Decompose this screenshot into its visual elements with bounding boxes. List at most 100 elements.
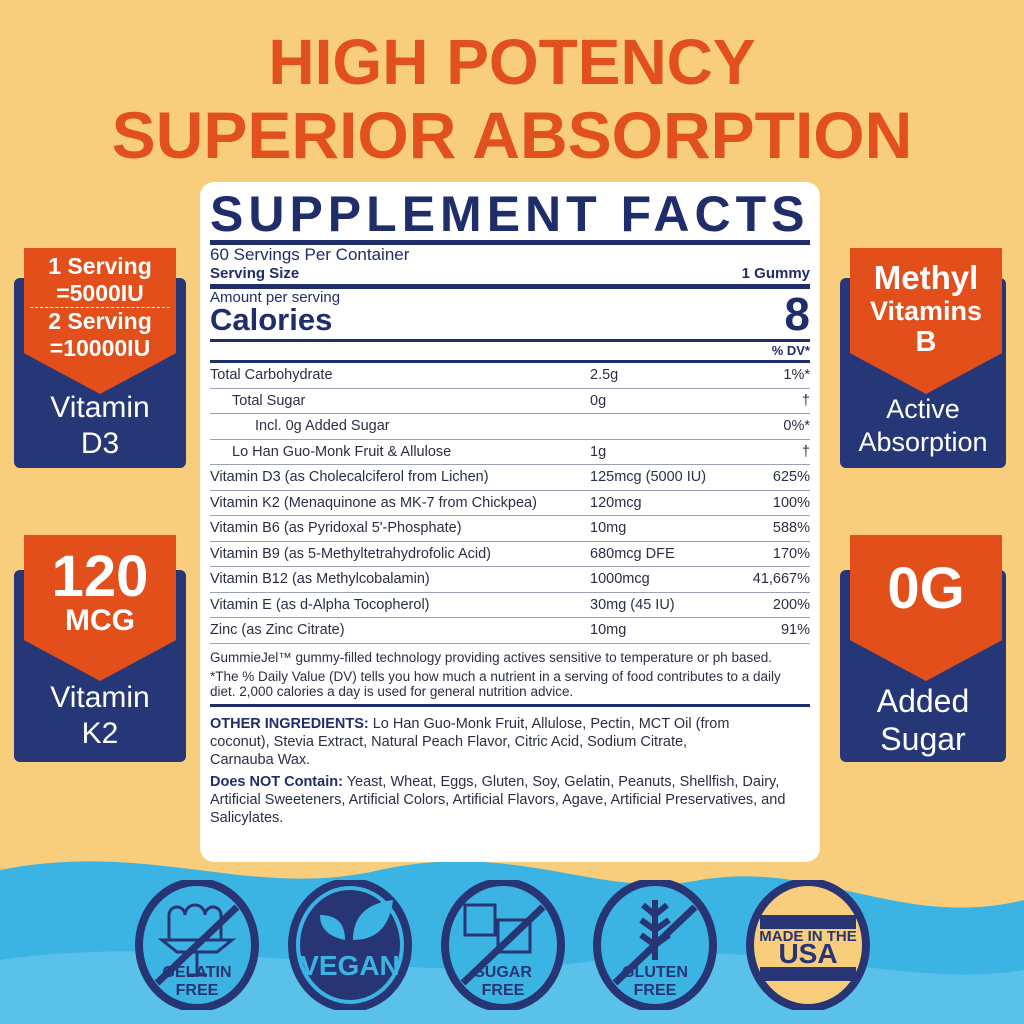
dv-header: % DV* bbox=[771, 343, 810, 358]
cell-dv: 41,667% bbox=[752, 571, 810, 588]
table-row: Vitamin B6 (as Pyridoxal 5'-Phosphate) 10… bbox=[210, 516, 810, 542]
cell-amount: 120mcg bbox=[590, 494, 642, 511]
cell-dv: 91% bbox=[780, 622, 810, 639]
calories-value: 8 bbox=[784, 288, 810, 340]
cell-dv: 625% bbox=[772, 469, 810, 486]
serving-size-label: Serving Size bbox=[210, 265, 300, 282]
table-row: Total Carbohydrate 2.5g 1%* bbox=[210, 363, 810, 389]
icon-label: USA bbox=[778, 938, 837, 969]
headline-line2: SUPERIOR ABSORPTION bbox=[111, 98, 913, 172]
cell-amount: 30mg (45 IU) bbox=[590, 596, 675, 613]
cell-name: Vitamin K2 (Menaquinone as MK-7 from Chi… bbox=[210, 494, 537, 511]
table-row: Lo Han Guo-Monk Fruit & Allulose 1g † bbox=[210, 440, 810, 465]
divider bbox=[210, 240, 810, 245]
nutrient-table: Total Carbohydrate 2.5g 1%* Total Sugar 0g † I… bbox=[210, 363, 810, 644]
amount-per-serving: Amount per serving bbox=[210, 289, 341, 306]
table-row: Incl. 0g Added Sugar 0%* bbox=[210, 414, 810, 440]
divider bbox=[210, 703, 810, 707]
table-row: Vitamin D3 (as Cholecalciferol from Lich… bbox=[210, 465, 810, 491]
table-row: Zinc (as Zinc Citrate) 10mg 91% bbox=[210, 618, 810, 644]
does-not-contain: Does NOT Contain: Yeast, Wheat, Eggs, Gl… bbox=[210, 773, 810, 827]
badge-text: Absorption bbox=[858, 427, 988, 457]
cell-name: Vitamin E (as d-Alpha Tocopherol) bbox=[210, 596, 430, 613]
table-row: Vitamin E (as d-Alpha Tocopherol) 30mg (4… bbox=[210, 593, 810, 618]
icon-label: FREE bbox=[634, 982, 677, 999]
table-row: Vitamin K2 (Menaquinone as MK-7 from Chi… bbox=[210, 491, 810, 516]
icon-label: FREE bbox=[482, 982, 525, 999]
badge-text: Active bbox=[886, 394, 960, 424]
icon-label: GELATIN bbox=[162, 964, 231, 981]
cell-amount: 680mcg DFE bbox=[590, 545, 675, 562]
badge-text: Added bbox=[876, 683, 970, 719]
badge-text: MCG bbox=[65, 604, 135, 637]
cell-name: Total Sugar bbox=[232, 392, 306, 409]
servings-per-container: 60 Servings Per Container bbox=[210, 245, 410, 264]
icon-label: FREE bbox=[176, 982, 219, 999]
supplement-facts-label: SUPPLEMENT FACTS 60 Servings Per Contain… bbox=[200, 182, 820, 862]
label-title: SUPPLEMENT FACTS bbox=[210, 186, 810, 242]
cell-name: Total Carbohydrate bbox=[210, 367, 333, 384]
badge-text: B bbox=[915, 326, 937, 358]
cell-dv: 1%* bbox=[783, 367, 810, 384]
badge-text: D3 bbox=[80, 427, 120, 460]
badge-text: K2 bbox=[81, 717, 119, 750]
cell-name: Vitamin B6 (as Pyridoxal 5'-Phosphate) bbox=[210, 520, 462, 537]
cell-dv: † bbox=[801, 392, 810, 409]
icon-label: GLUTEN bbox=[622, 964, 688, 981]
serving-size-value: 1 Gummy bbox=[741, 265, 810, 282]
cell-name: Lo Han Guo-Monk Fruit & Allulose bbox=[232, 443, 452, 460]
badge-text: 0G bbox=[887, 556, 965, 621]
does-not-contain-text: Yeast, Wheat, Eggs, Gluten, Soy, Gelatin… bbox=[210, 773, 786, 826]
cell-amount: 1000mcg bbox=[590, 571, 650, 588]
cell-dv: 0%* bbox=[783, 418, 810, 435]
footnote-dv: *The % Daily Value (DV) tells you how mu… bbox=[210, 668, 781, 699]
divider bbox=[210, 339, 810, 342]
other-ingredients-label: OTHER INGREDIENTS: bbox=[210, 715, 369, 732]
table-row: Vitamin B12 (as Methylcobalamin) 1000mcg 4… bbox=[210, 567, 810, 593]
badge-text: =5000IU bbox=[30, 280, 170, 308]
cell-name: Zinc (as Zinc Citrate) bbox=[210, 622, 345, 639]
table-row: Vitamin B9 (as 5-Methyltetrahydrofolic A… bbox=[210, 542, 810, 567]
does-not-contain-label: Does NOT Contain: bbox=[210, 773, 343, 790]
badge-text: =10000IU bbox=[49, 335, 151, 361]
icon-label: VEGAN bbox=[300, 950, 400, 981]
cell-dv: 588% bbox=[772, 520, 810, 537]
cell-dv: 200% bbox=[772, 596, 810, 613]
cell-amount: 10mg bbox=[590, 520, 627, 537]
badge-text: Vitamins bbox=[869, 296, 983, 326]
cell-dv: 100% bbox=[772, 494, 810, 511]
cell-amount: 10mg bbox=[590, 622, 627, 639]
badge-text: Methyl bbox=[873, 259, 979, 296]
cell-name: Vitamin B9 (as 5-Methyltetrahydrofolic A… bbox=[210, 545, 491, 562]
cell-amount: 0g bbox=[590, 392, 607, 409]
badge-text: 1 Serving bbox=[48, 253, 152, 279]
badge-text: 2 Serving bbox=[48, 308, 152, 334]
badge-text: Vitamin bbox=[50, 681, 150, 714]
icon-label: MADE IN THE bbox=[759, 928, 857, 945]
cell-amount: 125mcg (5000 IU) bbox=[590, 469, 707, 486]
headline-line1: HIGH POTENCY bbox=[268, 26, 756, 98]
icon-label: SUGAR bbox=[474, 964, 532, 981]
cell-dv: † bbox=[801, 443, 810, 460]
other-ingredients-text: Lo Han Guo-Monk Fruit, Allulose, Pectin,… bbox=[210, 715, 730, 768]
cell-name: Vitamin B12 (as Methylcobalamin) bbox=[210, 571, 430, 588]
vegan-leaf-icon: VEGAN bbox=[288, 880, 412, 1010]
divider bbox=[210, 284, 810, 289]
cell-amount: 1g bbox=[590, 443, 607, 460]
footnote-gummiejel: GummieJel™ gummy-filled technology provi… bbox=[210, 649, 773, 665]
badge-text: 120 bbox=[51, 544, 149, 609]
divider bbox=[210, 360, 810, 363]
calories-label: Calories bbox=[210, 302, 333, 337]
cell-amount: 2.5g bbox=[590, 367, 619, 384]
cell-dv: 170% bbox=[772, 545, 810, 562]
badge-text: Vitamin bbox=[50, 391, 150, 424]
cell-name: Vitamin D3 (as Cholecalciferol from Lich… bbox=[210, 469, 489, 486]
table-row: Total Sugar 0g † bbox=[210, 389, 810, 414]
badge-text: Sugar bbox=[880, 721, 966, 757]
other-ingredients: OTHER INGREDIENTS: Lo Han Guo-Monk Fruit… bbox=[210, 715, 750, 769]
